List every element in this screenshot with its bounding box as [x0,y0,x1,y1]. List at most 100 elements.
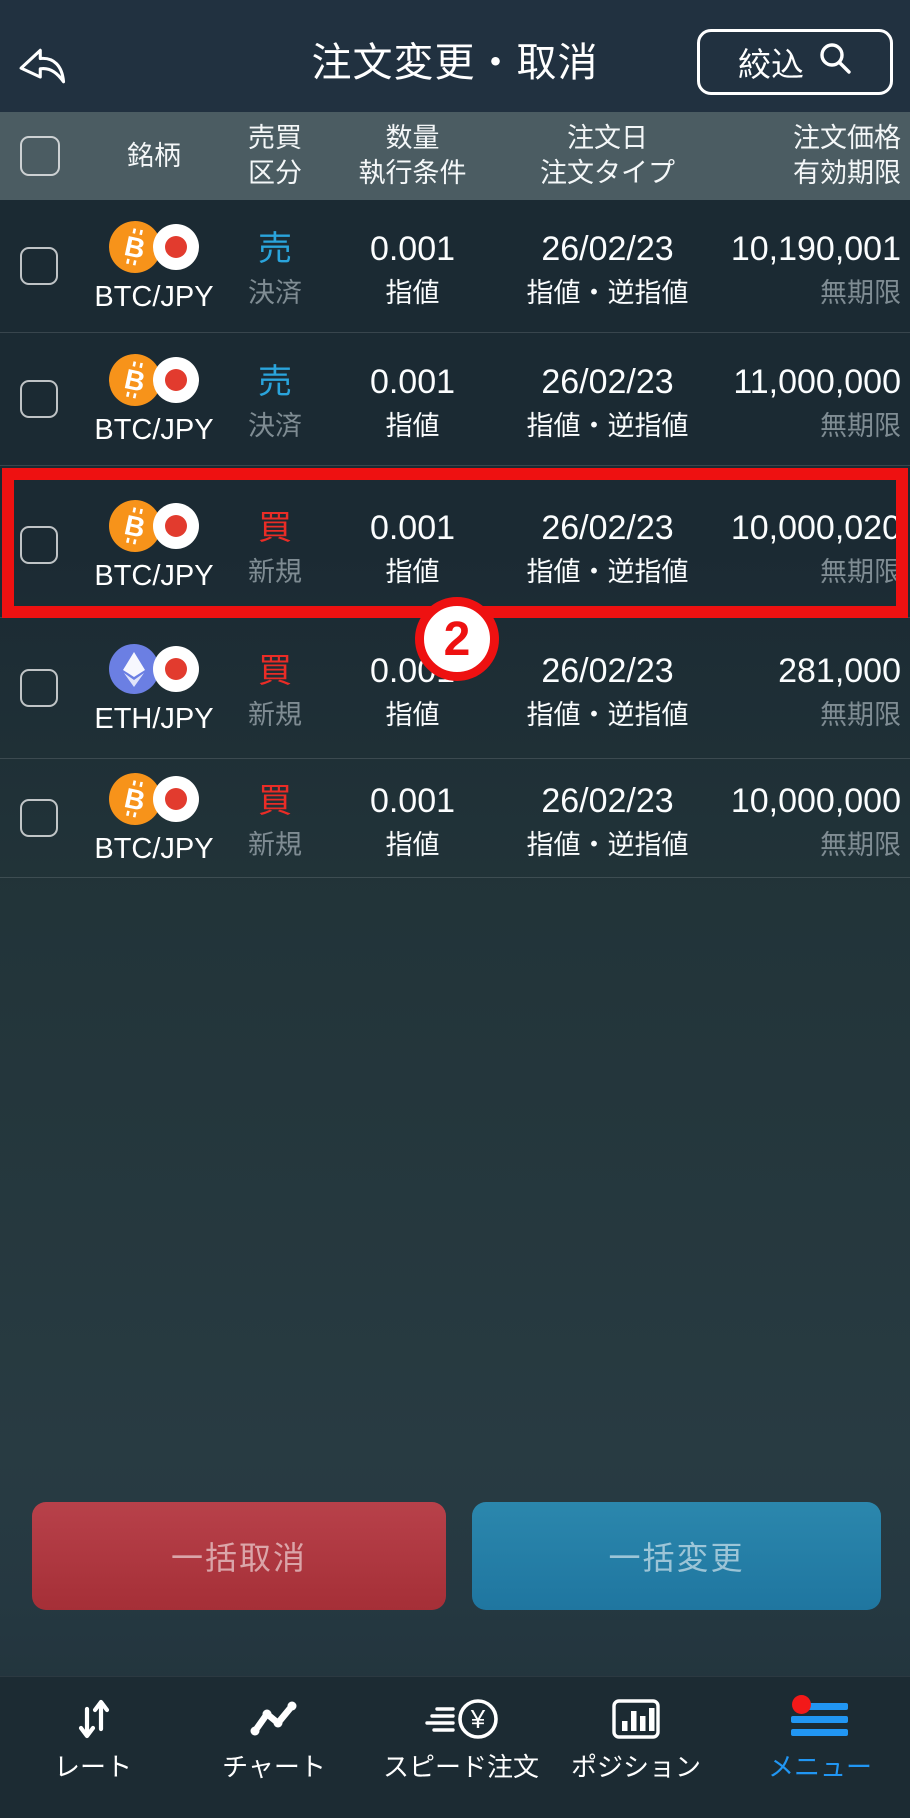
nav-label-rate: レート [53,1752,132,1782]
side-sub: 決済 [248,277,302,308]
date-cell: 26/02/23 指値・逆指値 [505,359,710,440]
price-value: 11,000,000 [733,362,901,401]
order-row[interactable]: B BTC/JPY 買 新規 0.0 [0,466,910,681]
nav-label-speed-order: スピード注文 [382,1752,539,1782]
nav-label-menu: メニュー [767,1752,872,1782]
pair-icons: B [109,220,199,273]
qty-value: 0.001 [369,362,456,401]
chart-line-icon [248,1697,300,1741]
bulk-cancel-button[interactable]: 一括取消 [32,1502,446,1610]
back-arrow-icon [17,38,69,93]
price-sub: 無期限 [820,556,901,587]
order-row[interactable]: B BTC/JPY 売 決済 0.0 [0,333,910,466]
pair-label: BTC/JPY [94,832,214,865]
side-sub: 新規 [248,556,302,587]
row-checkbox[interactable] [20,526,58,564]
row-checkbox[interactable] [20,380,58,418]
column-header-price: 注文価格 有効期限 [793,123,901,188]
pair-icons: B [109,353,199,406]
price-value: 10,000,000 [730,781,901,820]
japan-flag-icon [153,502,199,549]
nav-item-menu[interactable]: メニュー [710,1695,910,1782]
filter-button-label: 絞込 [738,46,804,83]
price-cell: 281,000 無期限 [710,648,910,729]
date-value: 26/02/23 [541,651,674,690]
order-row[interactable]: B BTC/JPY 買 新規 0.0 [0,759,910,878]
date-value: 26/02/23 [541,508,674,547]
qty-sub: 指値 [385,829,440,860]
filter-button[interactable]: 絞込 [697,29,893,95]
date-sub: 指値・逆指値 [526,829,689,860]
nav-item-position[interactable]: ポジション [526,1697,746,1780]
side-cell: 売 決済 [230,226,320,307]
bottom-nav: レート チャート ¥ [0,1676,910,1818]
symbol-cell: B ETH/JPY [78,643,230,734]
qty-cell: 0.001 指値 [320,778,505,859]
row-checkbox[interactable] [20,247,58,285]
notification-dot [792,1695,811,1714]
date-sub: 指値・逆指値 [526,556,689,587]
ethereum-icon [109,643,159,694]
bitcoin-icon: B [109,499,161,552]
column-header-qty: 数量 執行条件 [358,123,467,188]
side-value: 買 [258,651,292,690]
price-cell: 10,000,020 無期限 [710,505,910,586]
japan-flag-icon [153,775,199,822]
order-row[interactable]: B BTC/JPY 売 決済 0.0 [0,200,910,333]
bitcoin-icon: B [109,353,161,406]
qty-sub: 指値 [385,699,440,730]
date-sub: 指値・逆指値 [526,277,689,308]
side-sub: 新規 [248,699,302,730]
qty-cell: 0.001 指値 [320,505,505,586]
date-cell: 26/02/23 指値・逆指値 [505,226,710,307]
qty-cell: 0.001 指値 [320,359,505,440]
side-sub: 新規 [248,829,302,860]
row-checkbox[interactable] [20,669,58,707]
order-row[interactable]: B ETH/JPY 買 新規 0.0 [0,618,910,759]
side-cell: 買 新規 [230,505,320,586]
pair-icons: B [109,643,199,695]
page-title: 注文変更・取消 [311,41,599,85]
price-value: 281,000 [778,651,901,690]
nav-item-speed-order[interactable]: ¥ スピード注文 [351,1697,571,1780]
menu-hamburger-icon [790,1695,850,1741]
qty-cell: 0.001 指値 [320,226,505,307]
side-value: 売 [258,229,292,268]
side-value: 売 [258,362,292,401]
search-icon [818,41,852,83]
symbol-cell: B BTC/JPY [78,499,230,591]
side-sub: 決済 [248,410,302,441]
symbol-cell: B BTC/JPY [78,772,230,865]
nav-item-chart[interactable]: チャート [164,1697,384,1780]
qty-sub: 指値 [385,277,440,308]
japan-flag-icon [153,223,199,270]
date-cell: 26/02/23 指値・逆指値 [505,778,710,859]
price-cell: 11,000,000 無期限 [710,359,910,440]
nav-item-rate[interactable]: レート [0,1697,203,1780]
date-value: 26/02/23 [541,362,674,401]
row-checkbox[interactable] [20,799,58,837]
side-value: 買 [258,508,292,547]
date-cell: 26/02/23 指値・逆指値 [505,505,710,586]
speed-order-icon: ¥ [423,1697,499,1741]
select-all-checkbox[interactable] [20,136,60,176]
column-header-date: 注文日 注文タイプ [540,123,675,188]
japan-flag-icon [153,645,199,692]
back-button[interactable] [14,36,72,94]
rate-arrows-icon [70,1697,116,1741]
svg-text:¥: ¥ [470,1704,486,1734]
column-header-side: 売買 区分 [248,123,302,188]
pair-label: BTC/JPY [94,280,214,313]
price-cell: 10,190,001 無期限 [710,226,910,307]
nav-label-chart: チャート [222,1752,326,1782]
position-bars-icon [611,1697,661,1741]
price-cell: 10,000,000 無期限 [710,778,910,859]
app-bar: 注文変更・取消 絞込 [0,0,910,112]
date-cell: 26/02/23 指値・逆指値 [505,648,710,729]
pair-label: ETH/JPY [94,702,214,735]
pair-icons: B [109,772,199,825]
bulk-change-button[interactable]: 一括変更 [472,1502,881,1610]
date-sub: 指値・逆指値 [526,699,689,730]
side-value: 買 [258,781,292,820]
side-cell: 売 決済 [230,359,320,440]
